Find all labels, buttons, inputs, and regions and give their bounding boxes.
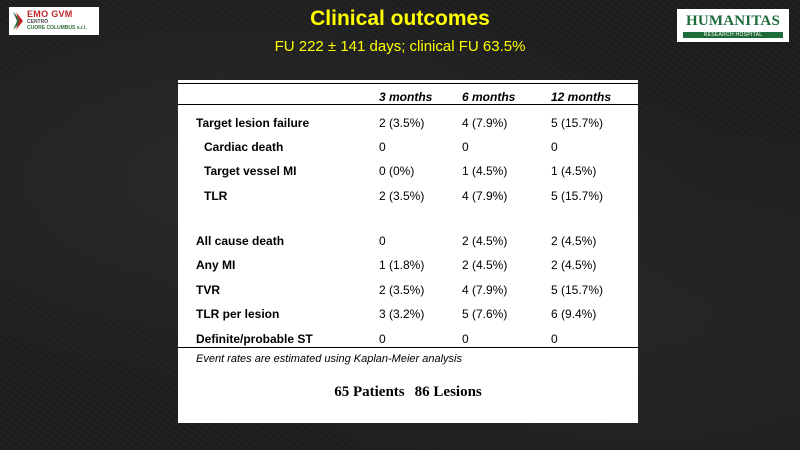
lesions-count: 86 Lesions	[414, 384, 482, 400]
patient-lesion-counts: 65 Patients 86 Lesions	[178, 384, 638, 401]
column-header-12-months: 12 months	[551, 90, 612, 104]
emo-gvm-logo: EMO GVM CENTRO CUORE COLUMBUS s.r.l.	[9, 7, 99, 35]
table-cell: 5 (15.7%)	[551, 116, 604, 130]
column-header-6-months: 6 months	[462, 90, 516, 104]
logo-text-research-hospital: RESEARCH HOSPITAL	[683, 32, 783, 38]
patients-count: 65 Patients	[334, 384, 405, 400]
row-label: Any MI	[196, 258, 236, 272]
logo-text-cuore-columbus: CUORE COLUMBUS s.r.l.	[27, 25, 87, 31]
logo-text-centro: CENTRO	[27, 19, 49, 25]
row-label: Definite/probable ST	[196, 332, 313, 346]
table-cell: 1 (4.5%)	[462, 164, 508, 178]
row-label: TVR	[196, 283, 220, 297]
table-cell: 5 (15.7%)	[551, 283, 604, 297]
table-cell: 2 (3.5%)	[379, 283, 425, 297]
humanitas-logo: HUMANITAS RESEARCH HOSPITAL	[677, 9, 789, 42]
row-label: TLR per lesion	[196, 307, 280, 321]
table-cell: 2 (3.5%)	[379, 189, 425, 203]
table-cell: 0	[379, 332, 386, 346]
table-cell: 0	[379, 234, 386, 248]
outcomes-table-panel: 3 months 6 months 12 months Target lesio…	[178, 80, 638, 423]
table-cell: 3 (3.2%)	[379, 307, 425, 321]
table-cell: 2 (4.5%)	[462, 234, 508, 248]
row-label: Cardiac death	[204, 140, 284, 154]
row-label: Target lesion failure	[196, 116, 310, 130]
column-header-3-months: 3 months	[379, 90, 433, 104]
logo-text-humanitas: HUMANITAS	[685, 13, 781, 29]
kaplan-meier-note: Event rates are estimated using Kaplan-M…	[196, 353, 462, 365]
table-top-rule	[178, 83, 638, 84]
table-cell: 1 (1.8%)	[379, 258, 425, 272]
table-cell: 5 (15.7%)	[551, 189, 604, 203]
table-cell: 5 (7.6%)	[462, 307, 508, 321]
table-cell: 0	[379, 140, 386, 154]
slide-subtitle: FU 222 ± 141 days; clinical FU 63.5%	[274, 38, 526, 55]
table-cell: 0	[462, 140, 469, 154]
table-cell: 0 (0%)	[379, 164, 415, 178]
table-bottom-rule	[178, 347, 638, 348]
heart-logo-icon	[13, 12, 23, 30]
table-cell: 2 (3.5%)	[379, 116, 425, 130]
table-cell: 2 (4.5%)	[462, 258, 508, 272]
slide-title: Clinical outcomes	[310, 7, 490, 30]
logo-text-emo-gvm: EMO GVM	[27, 9, 73, 19]
table-cell: 0	[462, 332, 469, 346]
table-cell: 0	[551, 332, 558, 346]
table-cell: 4 (7.9%)	[462, 283, 508, 297]
table-cell: 4 (7.9%)	[462, 116, 508, 130]
row-label: All cause death	[196, 234, 285, 248]
row-label: Target vessel MI	[204, 164, 297, 178]
table-cell: 6 (9.4%)	[551, 307, 597, 321]
table-header-rule	[178, 104, 638, 105]
table-cell: 1 (4.5%)	[551, 164, 597, 178]
row-label: TLR	[204, 189, 228, 203]
table-cell: 2 (4.5%)	[551, 258, 597, 272]
table-cell: 4 (7.9%)	[462, 189, 508, 203]
table-cell: 0	[551, 140, 558, 154]
table-cell: 2 (4.5%)	[551, 234, 597, 248]
